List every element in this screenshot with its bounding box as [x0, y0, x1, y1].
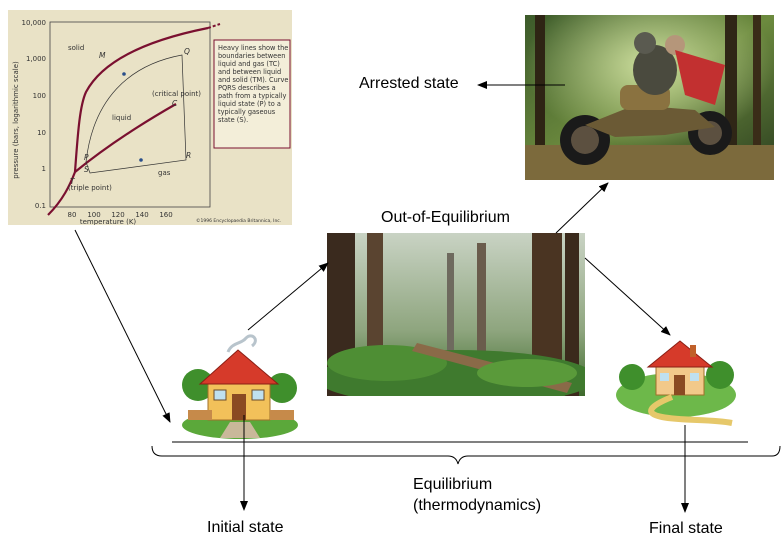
final-state-label: Final state [649, 520, 723, 537]
equilibrium-label: Equilibrium [413, 476, 493, 493]
region-solid: solid [68, 44, 84, 52]
phase-diagram-plot: 10,000 1,000 100 10 1 0.1 80 100 120 140… [8, 10, 292, 225]
x-tick: 80 [68, 211, 77, 219]
final-house-illustration [612, 335, 740, 427]
arrow-phase-to-equilibrium [74, 229, 171, 423]
x-tick: 120 [111, 211, 124, 219]
x-tick: 100 [87, 211, 100, 219]
y-tick: 1,000 [26, 55, 46, 63]
y-tick: 10 [37, 129, 46, 137]
x-tick: 140 [135, 211, 148, 219]
equilibrium-brace [151, 445, 781, 465]
critical-point-label: (critical point) [152, 90, 201, 98]
point-s: S [84, 165, 89, 174]
initial-state-label: Initial state [207, 519, 284, 536]
forest-photo [327, 233, 585, 396]
x-tick: 160 [159, 211, 172, 219]
liquid-gas-boundary [47, 103, 177, 216]
out-of-equilibrium-label: Out-of-Equilibrium [381, 209, 510, 226]
path-marker [139, 158, 143, 162]
y-tick: 1 [42, 165, 46, 173]
thermodynamics-label: (thermodynamics) [413, 497, 542, 514]
arrow-forest-to-arrested [555, 182, 609, 234]
point-p: P [84, 153, 89, 162]
point-r: R [186, 151, 191, 160]
point-c: C [172, 99, 178, 108]
x-axis-label: temperature (K) [80, 218, 137, 225]
solid-liquid-boundary [73, 26, 209, 173]
motorcycle-photo [525, 15, 774, 180]
arrow-forest-to-final [584, 257, 671, 336]
phase-diagram: 10,000 1,000 100 10 1 0.1 80 100 120 140… [8, 10, 292, 225]
triple-point-label: (triple point) [68, 184, 112, 192]
region-liquid: liquid [112, 114, 131, 122]
path-pqrs [85, 54, 187, 174]
region-gas: gas [158, 169, 171, 177]
initial-house-illustration [180, 330, 300, 440]
phase-note: Heavy lines show the boundaries between … [218, 44, 289, 124]
y-tick: 100 [33, 92, 46, 100]
path-marker [122, 72, 126, 76]
boundary-extension [207, 23, 221, 29]
copyright: ©1996 Encyclopaedia Britannica, Inc. [196, 217, 281, 224]
y-tick: 0.1 [35, 202, 46, 210]
arrow-initial-to-forest [247, 262, 329, 331]
y-axis-label: pressure (bars, logarithmic scale) [12, 61, 20, 179]
y-tick: 10,000 [22, 19, 47, 27]
point-m: M [99, 51, 106, 60]
arrested-state-label: Arrested state [359, 75, 459, 92]
point-q: Q [184, 47, 190, 56]
point-t: T [70, 177, 76, 186]
